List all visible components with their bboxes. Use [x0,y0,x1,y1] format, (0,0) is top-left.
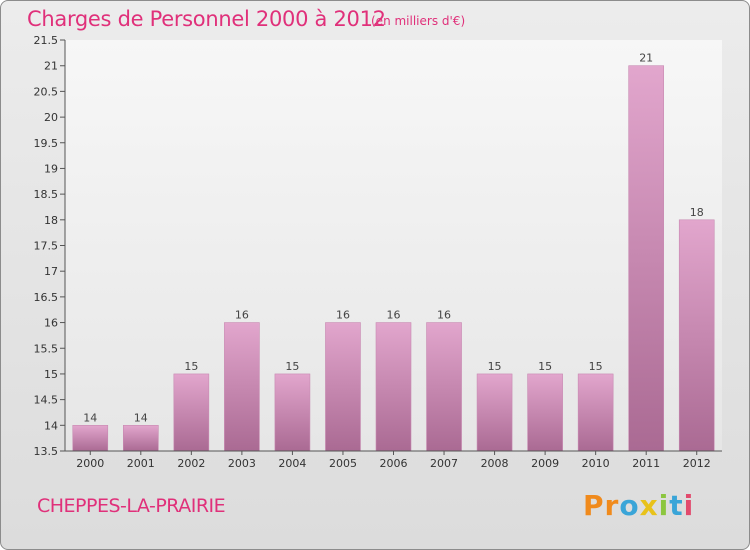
y-tick-label: 17.5 [34,240,59,253]
place-name: CHEPPES-LA-PRAIRIE [37,495,226,517]
bar [274,373,311,452]
bar-value-label: 14 [134,411,148,424]
bar [72,425,109,452]
logo-letter: t [669,489,684,522]
bar-value-label: 16 [437,309,451,322]
y-tick-label: 21.5 [34,34,59,47]
x-tick-label: 2000 [76,457,104,470]
y-tick-label: 20.5 [34,85,59,98]
bar [375,322,412,452]
bar-value-label: 14 [83,411,97,424]
x-tick-label: 2007 [430,457,458,470]
y-tick-label: 19 [44,162,58,175]
bar-value-label: 15 [538,360,552,373]
chart-subtitle: (en milliers d'€) [371,14,466,28]
bar-value-label: 16 [235,309,249,322]
x-tick-label: 2005 [329,457,357,470]
bar [628,65,664,452]
x-tick-label: 2011 [632,457,660,470]
x-tick-label: 2001 [127,457,155,470]
bar-value-label: 16 [387,309,401,322]
bar [173,373,210,452]
bar-value-label: 15 [488,360,502,373]
proxiti-logo: Proxiti [583,489,694,522]
bar [325,322,361,452]
x-tick-label: 2003 [228,457,256,470]
bar [224,322,260,452]
x-tick-label: 2010 [582,457,610,470]
bar-value-label: 15 [589,360,603,373]
bar-value-label: 18 [690,206,704,219]
bar [123,425,159,452]
x-tick-label: 2008 [481,457,509,470]
x-tick-label: 2012 [683,457,711,470]
y-tick-label: 13.5 [34,445,59,458]
y-tick-label: 14.5 [34,394,59,407]
y-tick-label: 21 [44,60,58,73]
logo-letter: r [604,489,620,522]
logo-letter: x [639,489,659,522]
bar [476,373,513,452]
bar [426,322,462,452]
x-tick-label: 2006 [380,457,408,470]
x-tick-label: 2009 [531,457,559,470]
y-tick-label: 15 [44,368,58,381]
x-tick-label: 2004 [278,457,306,470]
y-tick-label: 15.5 [34,342,59,355]
y-tick-label: 17 [44,265,58,278]
bar-value-label: 15 [184,360,198,373]
bar [577,373,614,452]
logo-letter: i [658,489,670,522]
y-tick-label: 16.5 [34,291,59,304]
bar-value-label: 21 [639,52,653,65]
logo-letter: P [583,489,605,522]
bar-value-label: 16 [336,309,350,322]
y-tick-label: 16 [44,317,58,330]
y-tick-label: 18.5 [34,188,59,201]
x-tick-label: 2002 [177,457,205,470]
logo-letter: i [683,489,695,522]
y-tick-label: 18 [44,214,58,227]
bar [527,373,563,452]
y-tick-label: 19.5 [34,137,59,150]
bar [678,219,715,452]
y-tick-label: 20 [44,111,58,124]
y-tick-label: 14 [44,419,58,432]
logo-letter: o [619,489,640,522]
bar-value-label: 15 [285,360,299,373]
chart-title: Charges de Personnel 2000 à 2012 [27,7,386,31]
